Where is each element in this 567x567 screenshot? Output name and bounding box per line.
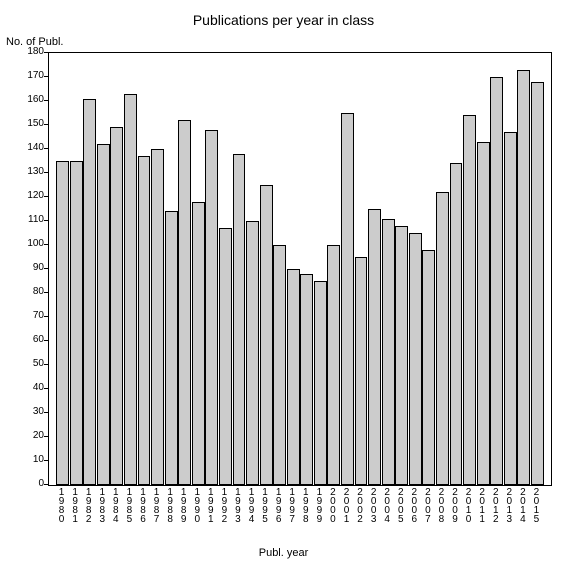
- y-tick-label: 10: [18, 455, 44, 465]
- bar: [341, 113, 354, 485]
- x-tick-label: 2011: [475, 488, 489, 524]
- y-tick-label: 180: [18, 47, 44, 57]
- y-tick-label: 170: [18, 71, 44, 81]
- x-tick-label: 2000: [326, 488, 340, 524]
- bar: [517, 70, 530, 485]
- x-tick-label: 1989: [177, 488, 191, 524]
- y-tick-label: 70: [18, 311, 44, 321]
- bar: [260, 185, 273, 485]
- bar: [531, 82, 544, 485]
- bar: [477, 142, 490, 485]
- x-tick-label: 1993: [231, 488, 245, 524]
- x-tick-label: 2013: [503, 488, 517, 524]
- bar: [327, 245, 340, 485]
- y-tick-label: 160: [18, 95, 44, 105]
- x-tick-label: 1984: [109, 488, 123, 524]
- y-tick-label: 90: [18, 263, 44, 273]
- bar: [110, 127, 123, 485]
- bar: [192, 202, 205, 485]
- bar: [287, 269, 300, 485]
- bar: [178, 120, 191, 485]
- x-tick-label: 1988: [163, 488, 177, 524]
- chart-container: Publications per year in class No. of Pu…: [0, 0, 567, 567]
- bar: [436, 192, 449, 485]
- bar: [83, 99, 96, 485]
- bar: [233, 154, 246, 485]
- x-tick-label: 1994: [245, 488, 259, 524]
- x-tick-label: 1996: [272, 488, 286, 524]
- x-tick-label: 2015: [530, 488, 544, 524]
- x-tick-label: 2002: [353, 488, 367, 524]
- y-tick-label: 50: [18, 359, 44, 369]
- bar: [124, 94, 137, 485]
- bar: [97, 144, 110, 485]
- x-tick-label: 2003: [367, 488, 381, 524]
- x-tick-label: 2004: [380, 488, 394, 524]
- x-axis-title: Publ. year: [0, 547, 567, 559]
- x-tick-label: 1995: [258, 488, 272, 524]
- x-tick-label: 1980: [55, 488, 69, 524]
- bar: [205, 130, 218, 485]
- x-tick-label: 1981: [68, 488, 82, 524]
- chart-title: Publications per year in class: [0, 12, 567, 28]
- x-tick-label: 1983: [95, 488, 109, 524]
- x-tick-label: 1990: [190, 488, 204, 524]
- bar: [300, 274, 313, 485]
- x-tick-label: 1999: [313, 488, 327, 524]
- bar: [368, 209, 381, 485]
- bar: [409, 233, 422, 485]
- x-tick-label: 2001: [340, 488, 354, 524]
- y-tick-label: 80: [18, 287, 44, 297]
- y-tick-label: 140: [18, 143, 44, 153]
- bar: [151, 149, 164, 485]
- y-tick-label: 20: [18, 431, 44, 441]
- x-tick-label: 2010: [462, 488, 476, 524]
- x-tick-label: 1987: [150, 488, 164, 524]
- x-tick-label: 1998: [299, 488, 313, 524]
- bar: [504, 132, 517, 485]
- y-tick-label: 150: [18, 119, 44, 129]
- x-tick-label: 2005: [394, 488, 408, 524]
- x-tick-label: 2014: [516, 488, 530, 524]
- bar: [463, 115, 476, 485]
- bar: [246, 221, 259, 485]
- x-tick-label: 1991: [204, 488, 218, 524]
- y-tick-label: 40: [18, 383, 44, 393]
- bar: [355, 257, 368, 485]
- x-tick-label: 1992: [218, 488, 232, 524]
- bar: [70, 161, 83, 485]
- bar: [219, 228, 232, 485]
- bar: [56, 161, 69, 485]
- y-tick-label: 110: [18, 215, 44, 225]
- x-tick-label: 1982: [82, 488, 96, 524]
- plot-area: [48, 52, 552, 486]
- y-tick-label: 30: [18, 407, 44, 417]
- y-tick-label: 100: [18, 239, 44, 249]
- bar: [138, 156, 151, 485]
- x-tick-label: 1985: [123, 488, 137, 524]
- x-tick-label: 1997: [285, 488, 299, 524]
- bar: [490, 77, 503, 485]
- y-tick-label: 0: [18, 479, 44, 489]
- bar: [314, 281, 327, 485]
- x-tick-label: 2007: [421, 488, 435, 524]
- x-tick-label: 1986: [136, 488, 150, 524]
- y-tick-label: 60: [18, 335, 44, 345]
- y-tick-label: 130: [18, 167, 44, 177]
- bar: [450, 163, 463, 485]
- bar: [422, 250, 435, 485]
- y-tick-label: 120: [18, 191, 44, 201]
- bar: [395, 226, 408, 485]
- x-tick-label: 2008: [435, 488, 449, 524]
- bar: [165, 211, 178, 485]
- x-tick-label: 2012: [489, 488, 503, 524]
- x-tick-label: 2006: [408, 488, 422, 524]
- bar: [273, 245, 286, 485]
- bar: [382, 219, 395, 485]
- x-tick-label: 2009: [448, 488, 462, 524]
